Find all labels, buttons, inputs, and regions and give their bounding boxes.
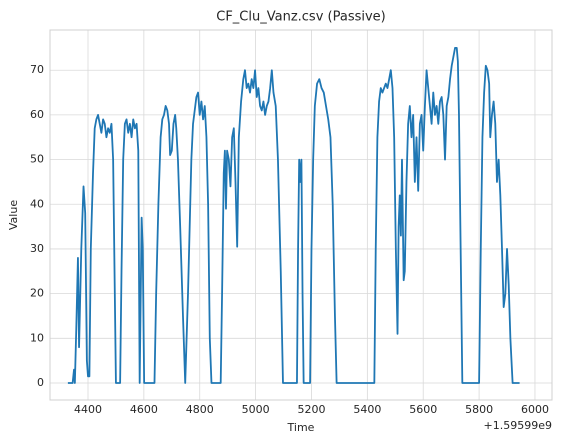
x-tick-label: 5200 — [297, 403, 325, 416]
x-tick-label: 4800 — [186, 403, 214, 416]
x-offset-label: +1.59599e9 — [484, 419, 552, 432]
x-tick-label: 4600 — [130, 403, 158, 416]
y-tick-label: 0 — [37, 376, 44, 389]
y-tick-label: 60 — [30, 108, 44, 121]
chart-title: CF_Clu_Vanz.csv (Passive) — [216, 10, 386, 25]
x-tick-label: 5000 — [242, 403, 270, 416]
data-line — [67, 46, 520, 384]
x-tick-label: 5400 — [353, 403, 381, 416]
y-tick-label: 40 — [30, 197, 44, 210]
x-tick-label: 4400 — [74, 403, 102, 416]
x-tick-label: 5800 — [465, 403, 493, 416]
y-tick-label: 20 — [30, 287, 44, 300]
x-tick-label: 5600 — [409, 403, 437, 416]
y-axis-label: Value — [7, 200, 20, 230]
y-tick-label: 10 — [30, 331, 44, 344]
y-tick-label: 70 — [30, 63, 44, 76]
x-tick-label: 6000 — [521, 403, 549, 416]
y-tick-label: 50 — [30, 153, 44, 166]
plot-frame — [49, 29, 553, 401]
x-axis-label: Time — [287, 421, 315, 434]
y-tick-label: 30 — [30, 242, 44, 255]
